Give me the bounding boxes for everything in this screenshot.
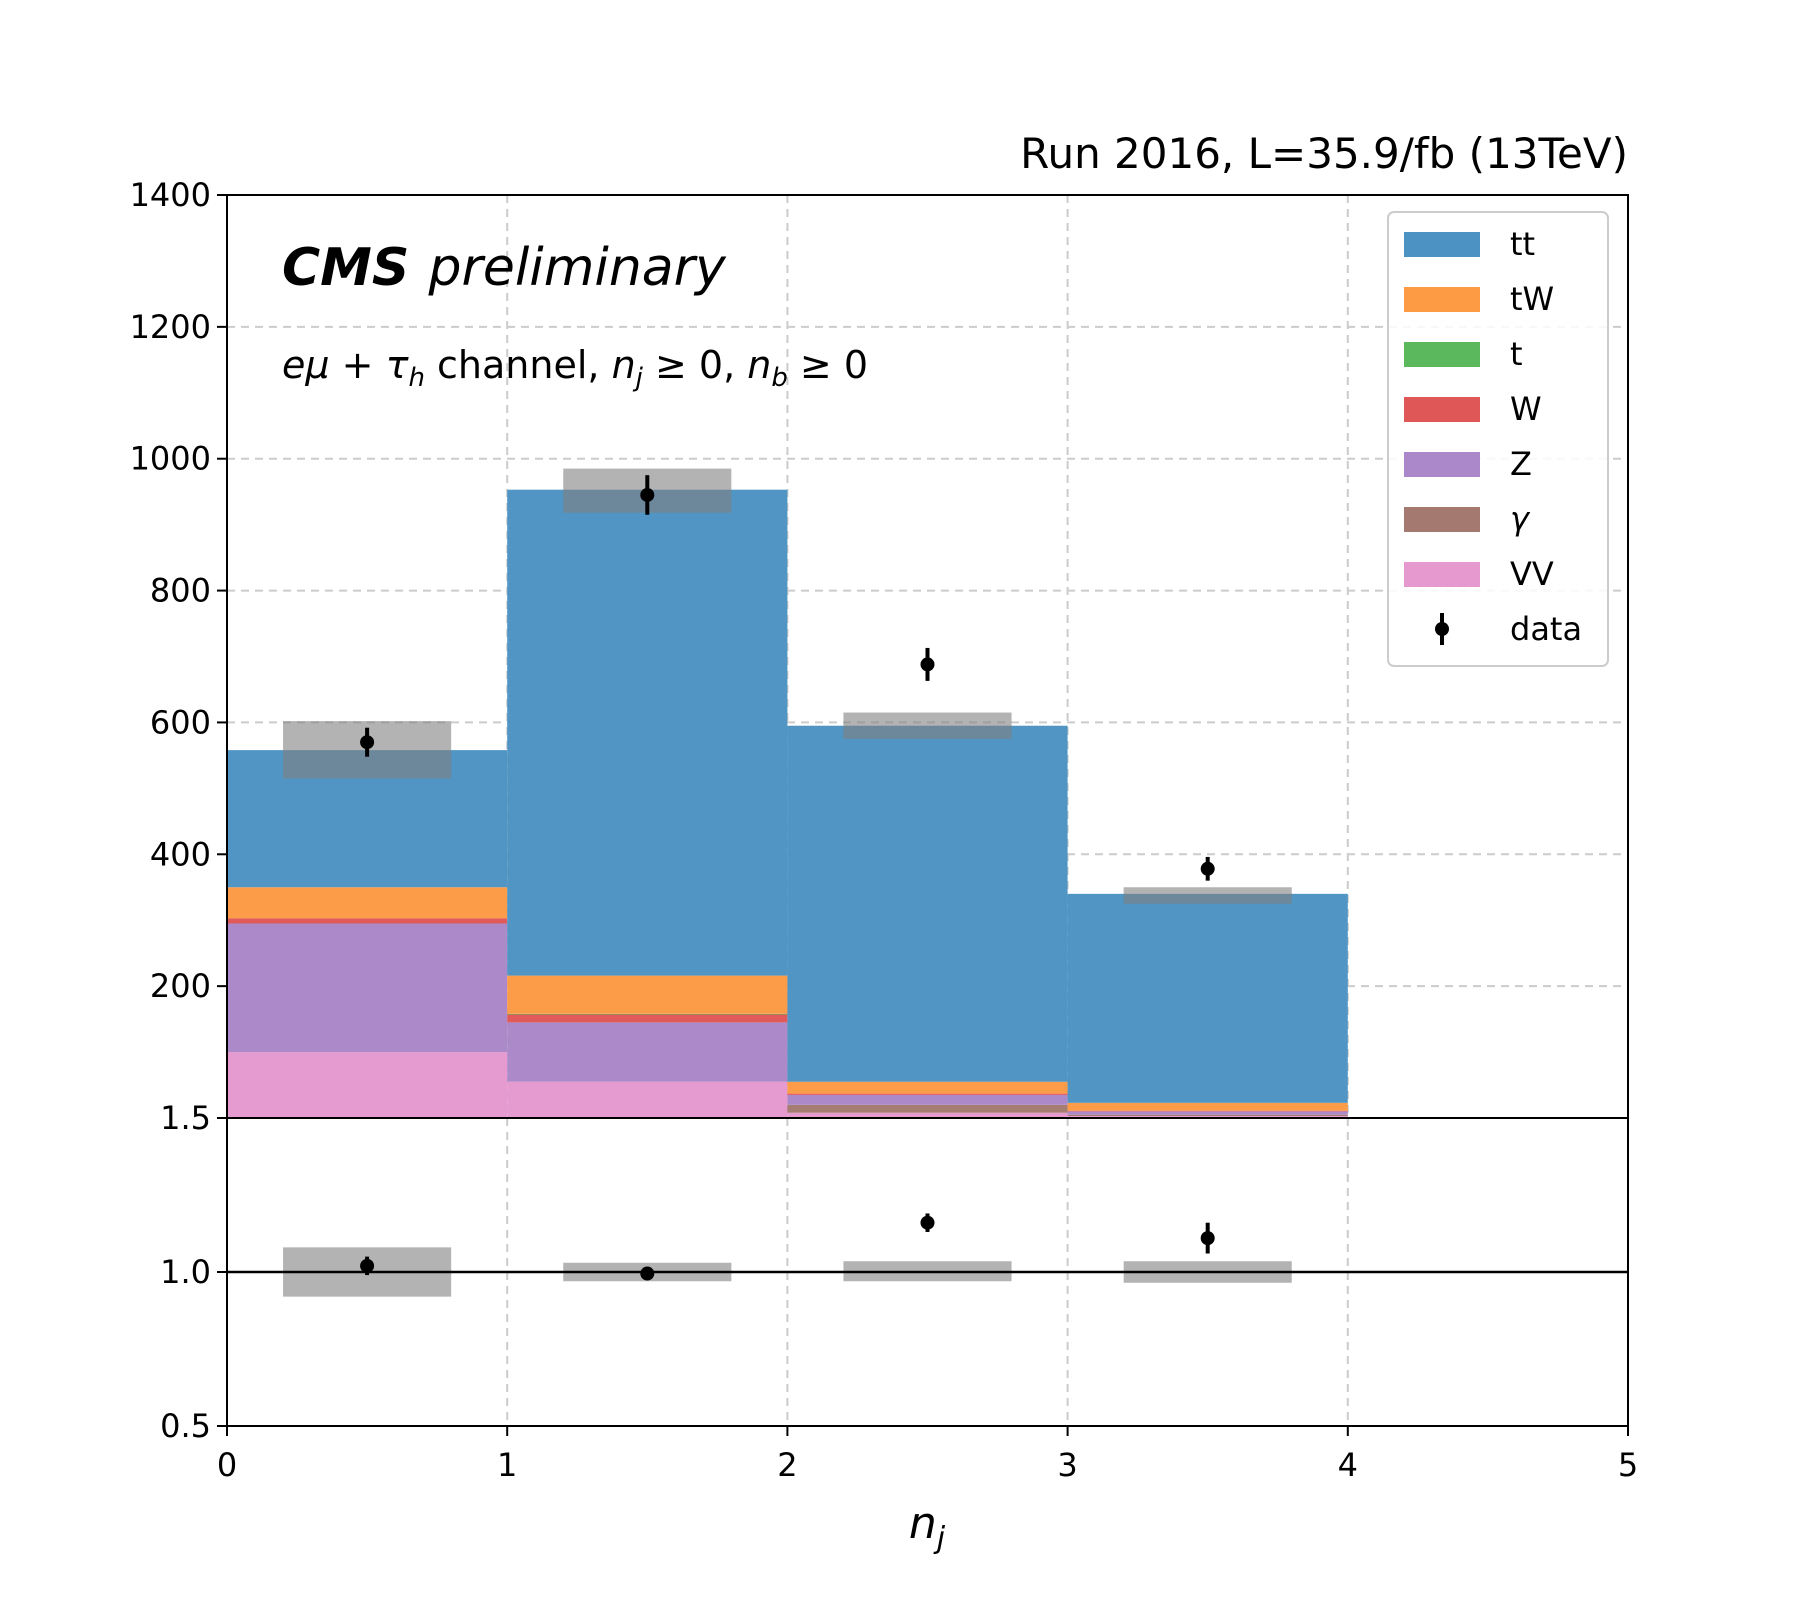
cms-label: CMS preliminary xyxy=(282,238,727,298)
upper-ytick-label: 400 xyxy=(150,835,211,873)
ratio-ytick-label: 1.0 xyxy=(160,1253,211,1291)
bar-Z-bin-1 xyxy=(507,1022,788,1082)
legend-swatch-γ xyxy=(1404,507,1480,532)
bar-tW-bin-1 xyxy=(507,975,788,1014)
legend-swatch-VV xyxy=(1404,562,1480,587)
bar-VV-bin-0 xyxy=(227,1052,508,1118)
bar-VV-bin-2 xyxy=(787,1112,1068,1118)
upper-stacked-bars xyxy=(227,489,1348,1118)
xtick-label: 5 xyxy=(1618,1446,1638,1484)
channel-label: eμ + τh channel, nj ≥ 0, nb ≥ 0 xyxy=(282,343,868,393)
legend-swatch-tt xyxy=(1404,232,1480,257)
bar-tW-bin-3 xyxy=(1067,1102,1348,1111)
upper-ytick-label: 600 xyxy=(150,703,211,741)
ratio-point-2 xyxy=(920,1215,935,1230)
x-axis-label: nj xyxy=(909,1498,946,1556)
bar-Z-bin-0 xyxy=(227,923,508,1053)
upper-unc-band-3 xyxy=(1123,887,1292,904)
upper-y-ticks: 200 400 600 800 1000 1200 1400 xyxy=(130,176,227,1005)
bar-tW-bin-2 xyxy=(787,1081,1068,1094)
ratio-ytick-label: 0.5 xyxy=(160,1407,211,1445)
bar-tt-bin-1 xyxy=(507,489,788,976)
xtick-label: 3 xyxy=(1057,1446,1077,1484)
run-label: Run 2016, L=35.9/fb (13TeV) xyxy=(1020,129,1628,178)
data-point-2 xyxy=(920,657,935,672)
bar-VV-bin-1 xyxy=(507,1081,788,1118)
bar-W-bin-1 xyxy=(507,1014,788,1023)
legend-label-γ: γ xyxy=(1510,500,1531,538)
bar-tt-bin-2 xyxy=(787,725,1068,1082)
bar-t-bin-1 xyxy=(507,1013,788,1015)
legend-label-t: t xyxy=(1510,335,1523,373)
upper-ytick-label: 200 xyxy=(150,967,211,1005)
bar-W-bin-3 xyxy=(1067,1110,1348,1112)
legend-label-VV: VV xyxy=(1510,555,1554,593)
legend-frame xyxy=(1387,211,1609,667)
legend-swatch-Z xyxy=(1404,452,1480,477)
xtick-label: 2 xyxy=(777,1446,797,1484)
upper-ytick-label: 1200 xyxy=(130,308,211,346)
cms-word: CMS xyxy=(282,238,409,298)
bar-W-bin-0 xyxy=(227,918,508,924)
ratio-point-0 xyxy=(360,1258,375,1273)
legend-label-tt: tt xyxy=(1510,225,1535,263)
ratio-y-ticks: 0.5 1.0 1.5 xyxy=(160,1099,227,1445)
upper-ytick-label: 1400 xyxy=(130,176,211,214)
data-point-0 xyxy=(360,735,375,750)
xtick-label: 0 xyxy=(217,1446,237,1484)
xtick-label: 4 xyxy=(1338,1446,1358,1484)
upper-unc-band-2 xyxy=(843,712,1012,739)
ratio-data-points xyxy=(360,1213,1215,1281)
ratio-ytick-label: 1.5 xyxy=(160,1099,211,1137)
legend-swatch-t xyxy=(1404,342,1480,367)
data-point-1 xyxy=(640,487,655,502)
legend-swatch-W xyxy=(1404,397,1480,422)
legend-label-Z: Z xyxy=(1510,445,1532,483)
data-point-3 xyxy=(1200,861,1215,876)
bar-tt-bin-3 xyxy=(1067,893,1348,1103)
bar-Z-bin-3 xyxy=(1067,1111,1348,1115)
bar-W-bin-2 xyxy=(787,1093,1068,1095)
legend-swatch-tW xyxy=(1404,287,1480,312)
ratio-point-1 xyxy=(640,1266,655,1281)
x-ticks: 0 1 2 3 4 5 xyxy=(217,1426,1638,1484)
legend-point-marker xyxy=(1435,622,1449,636)
bar-tW-bin-0 xyxy=(227,887,508,919)
upper-ytick-label: 1000 xyxy=(130,440,211,478)
preliminary-word: preliminary xyxy=(427,238,727,298)
xtick-label: 1 xyxy=(497,1446,517,1484)
bar-γ-bin-2 xyxy=(787,1104,1068,1113)
upper-data-points xyxy=(360,475,1215,881)
legend-label-tW: tW xyxy=(1510,280,1554,318)
ratio-point-3 xyxy=(1200,1231,1215,1246)
bar-Z-bin-2 xyxy=(787,1094,1068,1105)
legend-label-W: W xyxy=(1510,390,1542,428)
bar-γ-bin-3 xyxy=(1067,1114,1348,1117)
upper-ytick-label: 800 xyxy=(150,572,211,610)
legend-label-data: data xyxy=(1510,610,1582,648)
